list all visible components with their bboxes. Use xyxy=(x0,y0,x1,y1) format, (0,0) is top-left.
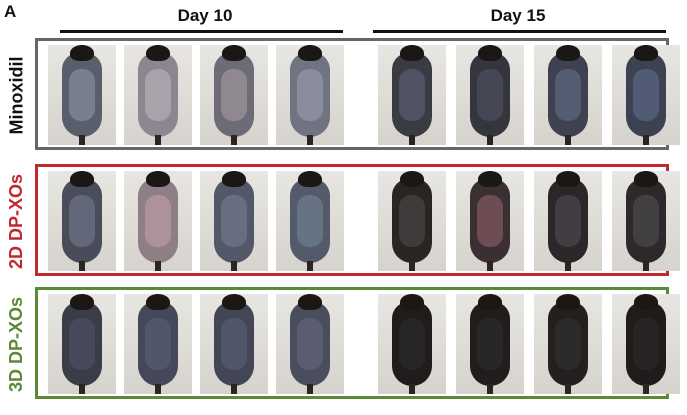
mouse-photo xyxy=(124,294,192,394)
group-label-2d-dp-xos: 2D DP-XOs xyxy=(6,173,27,269)
mouse-photo xyxy=(48,171,116,271)
mouse-photo xyxy=(200,171,268,271)
mouse-photo xyxy=(534,294,602,394)
mouse-photo xyxy=(456,45,524,145)
mouse-photo xyxy=(534,171,602,271)
mouse-photo xyxy=(456,171,524,271)
group-box-3d-dp-xos xyxy=(35,287,680,399)
mouse-photo xyxy=(200,294,268,394)
mouse-photo xyxy=(534,45,602,145)
mouse-photo xyxy=(612,45,680,145)
mouse-photo xyxy=(200,45,268,145)
mouse-photo xyxy=(612,171,680,271)
day15-header-line xyxy=(373,30,666,33)
mouse-photo xyxy=(378,294,446,394)
mouse-photo xyxy=(124,45,192,145)
group-box-minoxidil xyxy=(35,38,680,150)
group-label-minoxidil: Minoxidil xyxy=(6,56,27,134)
panel-label: A xyxy=(4,2,17,21)
mouse-photo xyxy=(124,171,192,271)
day10-header: Day 10 xyxy=(177,6,233,25)
mouse-photo xyxy=(378,45,446,145)
mouse-photo xyxy=(48,294,116,394)
day10-header-line xyxy=(60,30,343,33)
mouse-photo xyxy=(276,171,344,271)
mouse-photo xyxy=(276,294,344,394)
mouse-photo xyxy=(276,45,344,145)
day15-header: Day 15 xyxy=(490,6,546,25)
mouse-photo xyxy=(48,45,116,145)
mouse-photo xyxy=(612,294,680,394)
mouse-photo xyxy=(456,294,524,394)
group-label-3d-dp-xos: 3D DP-XOs xyxy=(6,296,27,392)
mouse-photo xyxy=(378,171,446,271)
group-box-2d-dp-xos xyxy=(35,164,680,276)
